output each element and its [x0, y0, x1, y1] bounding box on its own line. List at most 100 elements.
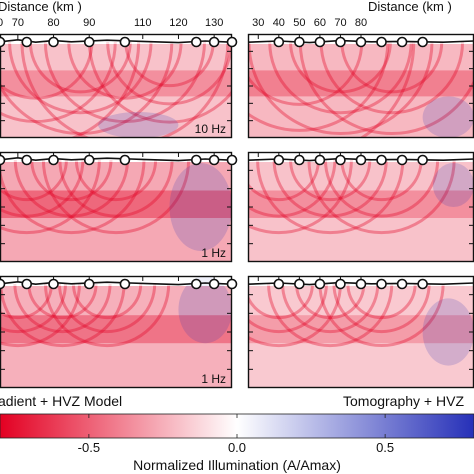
ray-arc — [0, 283, 67, 334]
colorbar-ticks: -0.5 0.0 0.5 — [78, 414, 394, 455]
right-model-label: Tomography + HVZ — [343, 393, 464, 409]
ray-arc — [13, 283, 112, 334]
station-marker — [48, 154, 59, 166]
station-marker — [208, 154, 220, 166]
station-marker — [21, 36, 33, 48]
station-marker — [0, 278, 6, 290]
station-marker — [226, 278, 238, 290]
x-tick-label: 30 — [252, 17, 264, 29]
ray-arc — [248, 283, 328, 334]
ray-arc — [8, 41, 153, 115]
panels-layer: 10 Hz 1 Hz 1 Hz — [0, 33, 474, 389]
x-tick-label: 40 — [273, 17, 285, 29]
station-marker — [119, 36, 131, 48]
station-marker — [396, 36, 408, 48]
illumination-field — [0, 44, 232, 138]
station-marker — [355, 36, 367, 48]
illumination-field — [248, 286, 474, 388]
x-tick-label: 80 — [355, 17, 367, 29]
positive-zone — [169, 163, 232, 251]
panel-right-3 — [247, 275, 474, 389]
station-marker — [208, 278, 220, 290]
positive-zone — [422, 96, 474, 138]
ray-arc — [268, 41, 413, 115]
station-marker — [21, 278, 33, 290]
colorbar-tick-label: -0.5 — [78, 440, 100, 455]
ray-arc — [0, 41, 117, 123]
ray-arc — [0, 41, 141, 138]
ray-arc — [248, 41, 390, 132]
ray-arc — [346, 283, 417, 320]
x-tick-label: 90 — [83, 17, 95, 29]
station-marker — [273, 278, 285, 290]
station-marker — [355, 154, 367, 166]
ray-arc — [67, 41, 183, 100]
positive-zone — [432, 163, 474, 207]
x-tick-label: 50 — [293, 17, 305, 29]
colorbar: -0.5 0.0 0.5 Normalized Illumination (A/Am… — [0, 413, 474, 473]
x-tick-label: 60 — [314, 17, 326, 29]
illumination-band — [248, 315, 474, 344]
panel-left-2: 1 Hz — [0, 151, 238, 263]
station-marker — [335, 154, 346, 166]
left-xlabel: Distance (km ) — [0, 0, 82, 14]
station-marker — [273, 154, 285, 166]
x-tick-label: 110 — [134, 17, 152, 29]
station-marker — [119, 278, 131, 290]
illumination-field — [0, 162, 232, 262]
colorbar-label: Normalized Illumination (A/Amax) — [133, 457, 341, 473]
ray-arc — [248, 159, 337, 218]
ray-arc — [0, 159, 68, 202]
station-marker — [417, 278, 428, 290]
station-marker — [376, 278, 387, 290]
colorbar-tick-label: 0.5 — [376, 440, 394, 455]
ray-arc — [124, 41, 215, 88]
frequency-label: 1 Hz — [201, 246, 226, 260]
station-marker — [0, 36, 6, 48]
x-tick-label: 70 — [334, 17, 346, 29]
ray-arc — [295, 283, 366, 320]
station-marker — [191, 154, 202, 166]
x-tick-label: 130 — [205, 17, 223, 29]
ray-arc — [332, 283, 431, 334]
ray-arc — [248, 41, 364, 106]
ray-arc — [319, 41, 465, 115]
colorbar-tick-label: 0.0 — [228, 440, 246, 455]
ray-arc — [248, 159, 353, 235]
x-tick-label: 120 — [169, 17, 187, 29]
station-marker — [294, 36, 305, 48]
ray-arc — [307, 159, 456, 235]
station-marker — [417, 36, 428, 48]
station-marker — [48, 36, 59, 48]
ray-arc — [281, 283, 380, 334]
station-marker — [226, 36, 238, 48]
ray-arc — [340, 159, 423, 202]
ray-arc — [248, 159, 320, 202]
illumination-band — [0, 70, 232, 97]
station-marker — [191, 36, 202, 48]
ray-arc — [41, 159, 191, 235]
right-xlabel: Distance (km ) — [368, 0, 452, 14]
station-marker — [417, 154, 428, 166]
ray-arc — [318, 283, 445, 348]
illumination-field — [0, 286, 232, 388]
station-marker — [355, 278, 367, 290]
station-marker — [376, 36, 387, 48]
station-marker — [335, 36, 346, 48]
ray-arc — [0, 41, 174, 135]
x-tick-label: 80 — [47, 17, 59, 29]
station-marker — [273, 36, 285, 48]
positive-zone — [98, 112, 179, 138]
ray-arc — [57, 283, 157, 334]
frequency-label: 1 Hz — [201, 372, 226, 386]
station-marker — [0, 154, 6, 166]
ray-arc — [20, 41, 230, 138]
ray-arc — [43, 283, 171, 348]
station-marker — [208, 36, 220, 48]
ray-arc — [27, 283, 98, 320]
ray-arc — [74, 159, 158, 202]
ray-arc — [248, 41, 434, 135]
ray-arc — [28, 41, 132, 94]
station-marker — [83, 154, 95, 166]
